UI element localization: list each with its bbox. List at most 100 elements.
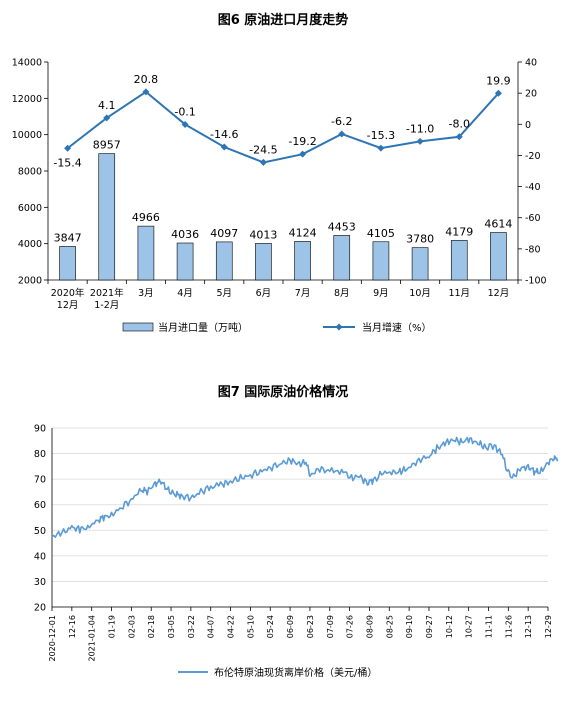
bar [59,246,76,281]
right-tick-label: 0 [525,120,531,131]
x-tick-label: 12月 [488,288,510,299]
x-tick-label: 08-25 [385,615,394,638]
x-tick-label: 10-27 [465,615,474,638]
growth-value-label: 20.8 [134,73,159,86]
bar-value-label: 4036 [171,228,199,241]
growth-point [220,143,228,151]
y-tick-label: 70 [34,475,46,486]
growth-value-label: 4.1 [98,99,116,112]
legend-line-label: 当月增速（%） [362,321,432,334]
x-tick-label: 10-12 [445,615,454,638]
growth-value-label: -19.2 [288,135,316,148]
x-tick-label: 2020-12-01 [48,615,57,662]
x-tick-label: 04-22 [227,615,236,638]
x-tick-label: 12月 [57,300,79,311]
x-tick-label: 01-19 [108,615,117,638]
chart6-growth-line [64,88,502,166]
x-tick-label: 4月 [177,288,193,299]
legend-bar-swatch [122,322,154,332]
left-tick-label: 12000 [12,94,42,105]
bar [255,243,272,281]
y-tick-label: 40 [34,551,46,562]
growth-polyline [66,90,500,164]
y-tick-label: 20 [34,603,46,614]
bar [411,247,429,281]
growth-point [455,133,463,141]
x-tick-label: 11-11 [484,615,493,638]
bar [490,232,507,281]
x-tick-label: 5月 [216,288,232,299]
x-tick-label: 03-05 [167,615,176,638]
x-tick-label: 12-16 [68,615,77,638]
bar [294,241,311,281]
x-tick-label: 06-09 [286,615,295,638]
price-chart: 图7 国际原油价格情况 20 30 40 50 60 70 80 90 2020-12-01 12… [34,384,559,679]
x-tick-label: 02-03 [127,615,136,638]
x-tick-label: 06-23 [306,615,315,638]
y-tick-label: 80 [34,449,46,460]
y-tick-label: 90 [34,424,46,435]
growth-point [494,89,502,97]
x-tick-label: 05-10 [246,615,255,638]
growth-point [142,88,150,96]
x-tick-label: 2021年 [90,287,124,299]
x-tick-label: 07-09 [326,615,335,638]
growth-point [259,158,267,166]
left-tick-label: 4000 [18,239,42,250]
left-tick-label: 10000 [12,130,42,141]
bar [176,242,194,281]
bar-value-label: 4614 [484,218,512,231]
x-tick-label: 10月 [409,288,431,299]
right-tick-label: -60 [525,213,541,224]
bar-value-label: 4105 [367,227,395,240]
x-tick-label: 08-09 [365,615,374,638]
x-tick-label: 9月 [373,288,389,299]
right-tick-label: 40 [525,58,537,69]
growth-point [416,137,424,145]
left-tick-label: 6000 [18,203,42,214]
bar [137,225,155,281]
bar [333,235,351,281]
growth-point [64,144,72,152]
left-tick-label: 14000 [12,58,42,69]
chart6-bars [59,153,507,281]
right-tick-label: -20 [525,151,541,162]
bar [450,240,468,281]
growth-value-label: -24.5 [249,143,277,156]
chart6-legend: 当月进口量（万吨） 当月增速（%） [122,321,432,334]
bar [98,153,116,281]
bar-value-label: 8957 [93,139,121,152]
chart7-legend: 布伦特原油现货离岸价格（美元/桶） [178,666,377,679]
bar-value-label: 4966 [132,211,160,224]
y-tick-label: 30 [34,577,46,588]
chart6-axes: 2000 4000 6000 8000 10000 12000 14000 -100 -80 -6… [12,58,547,312]
x-tick-label: 7月 [295,288,311,299]
x-tick-label: 02-18 [147,615,156,638]
x-tick-label: 05-24 [266,615,275,638]
chart6-title: 图6 原油进口月度走势 [218,12,349,28]
x-tick-label: 2021-01-04 [88,615,97,662]
legend-price-label: 布伦特原油现货离岸价格（美元/桶） [214,666,377,679]
growth-value-label: -15.4 [53,156,81,169]
price-polyline [51,436,559,538]
bar-value-label: 4179 [445,225,473,238]
growth-point [181,120,189,128]
growth-value-label: -6.2 [331,115,352,128]
bar-value-label: 4013 [249,228,277,241]
legend-bar-label: 当月进口量（万吨） [158,321,248,334]
x-tick-label: 12-29 [544,615,553,638]
right-tick-label: -40 [525,182,541,193]
growth-value-label: -11.0 [406,122,434,135]
growth-value-label: -15.3 [367,129,395,142]
bar-value-label: 3847 [54,231,82,244]
bar-value-label: 3780 [406,233,434,246]
bar [372,241,390,281]
right-tick-label: 20 [525,89,537,100]
y-tick-label: 60 [34,500,46,511]
right-tick-label: -100 [525,276,547,287]
left-tick-label: 2000 [18,276,42,287]
growth-point [338,130,346,138]
bar-value-label: 4124 [289,226,317,239]
x-tick-label: 09-27 [425,615,434,638]
bar [215,241,233,281]
